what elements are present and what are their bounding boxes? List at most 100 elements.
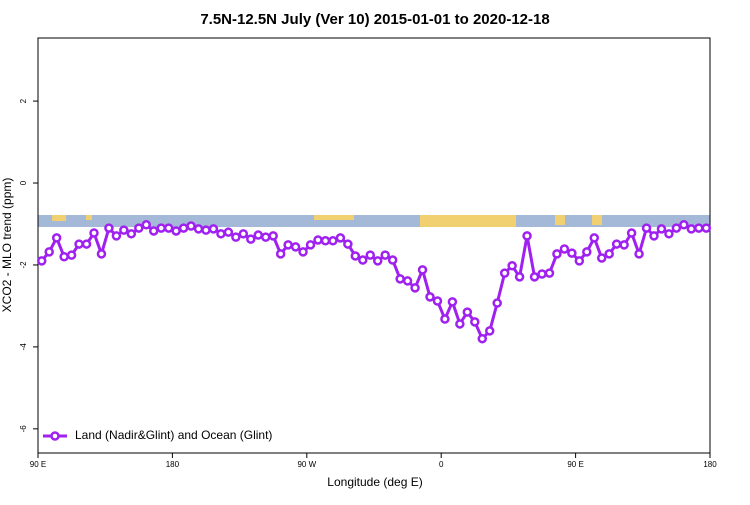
data-point xyxy=(246,234,256,244)
data-point xyxy=(626,228,637,238)
x-tick-label: 90 W xyxy=(297,460,316,469)
data-point xyxy=(44,247,54,257)
data-point xyxy=(216,229,226,239)
data-point xyxy=(686,224,697,234)
data-point xyxy=(664,229,674,239)
land-ocean-strip xyxy=(38,215,710,227)
data-point xyxy=(231,232,241,242)
x-axis-label: Longitude (deg E) xyxy=(327,475,422,489)
data-point xyxy=(455,319,465,329)
data-point xyxy=(552,249,562,259)
data-point xyxy=(365,250,376,260)
data-point xyxy=(163,223,174,233)
data-point xyxy=(537,269,547,279)
data-point xyxy=(358,255,368,265)
data-point xyxy=(283,240,293,250)
data-point xyxy=(492,298,502,308)
data-point xyxy=(477,333,488,344)
data-point xyxy=(305,240,316,250)
data-point xyxy=(126,229,137,239)
data-point xyxy=(596,253,607,263)
data-point xyxy=(440,314,450,324)
data-point xyxy=(544,268,555,278)
y-tick-label: -6 xyxy=(19,425,28,433)
data-point xyxy=(425,292,435,302)
data-point xyxy=(148,226,159,236)
data-point xyxy=(522,231,532,241)
data-point xyxy=(529,272,540,282)
data-point xyxy=(671,223,682,233)
x-tick-label: 0 xyxy=(439,460,444,469)
chart-title: 7.5N-12.5N July (Ver 10) 2015-01-01 to 2… xyxy=(200,11,549,28)
data-point xyxy=(462,307,473,317)
data-point xyxy=(320,236,331,246)
data-point xyxy=(178,223,189,233)
legend-label: Land (Nadir&Glint) and Ocean (Glint) xyxy=(75,428,272,442)
data-point xyxy=(89,228,99,238)
data-point xyxy=(81,239,92,249)
data-point xyxy=(208,224,219,234)
data-point xyxy=(701,223,712,233)
data-point xyxy=(634,249,644,259)
data-point xyxy=(380,250,390,260)
data-point xyxy=(51,233,62,243)
data-point xyxy=(611,239,622,249)
data-point xyxy=(59,252,69,262)
data-point xyxy=(514,272,525,282)
data-point xyxy=(119,225,129,235)
data-point xyxy=(402,276,413,286)
data-point xyxy=(238,229,249,239)
x-tick-label: 90 E xyxy=(30,460,46,469)
data-point xyxy=(447,297,458,307)
data-point xyxy=(253,230,264,240)
data-point xyxy=(141,220,152,230)
data-point xyxy=(417,265,428,275)
data-point xyxy=(641,223,652,233)
data-point xyxy=(372,256,383,266)
y-tick-label: 2 xyxy=(19,98,28,103)
y-tick-label: 0 xyxy=(19,180,28,185)
y-tick-label: -4 xyxy=(19,343,28,351)
data-point xyxy=(507,261,517,271)
data-point xyxy=(499,268,510,278)
data-point xyxy=(134,223,144,233)
data-point xyxy=(619,240,629,250)
data-point xyxy=(343,239,353,249)
data-point xyxy=(260,232,271,242)
data-point xyxy=(104,223,114,233)
data-point xyxy=(410,283,420,293)
data-point xyxy=(290,242,301,252)
data-point xyxy=(156,223,166,233)
data-point xyxy=(313,235,323,245)
data-point xyxy=(74,239,84,249)
data-point xyxy=(656,224,667,234)
y-axis-label: XCO2 - MLO trend (ppm) xyxy=(0,178,14,313)
data-point xyxy=(649,231,659,241)
data-point xyxy=(484,326,495,336)
data-point xyxy=(589,233,600,243)
data-point xyxy=(604,249,614,259)
data-point xyxy=(223,227,234,237)
data-point xyxy=(582,247,592,257)
data-point xyxy=(694,223,704,233)
data-point xyxy=(432,296,443,306)
series-line xyxy=(40,223,707,342)
data-point xyxy=(193,224,204,234)
data-point xyxy=(567,248,577,258)
data-point xyxy=(96,249,107,259)
data-point xyxy=(574,256,585,266)
data-point xyxy=(298,247,308,257)
data-point xyxy=(201,225,211,235)
data-point xyxy=(335,233,346,243)
data-point xyxy=(679,220,689,230)
data-point xyxy=(66,250,77,260)
y-tick-label: -2 xyxy=(19,261,28,269)
x-tick-label: 90 E xyxy=(567,460,583,469)
x-tick-label: 180 xyxy=(166,460,180,469)
data-point xyxy=(186,221,196,231)
plot-frame xyxy=(37,37,711,454)
data-point xyxy=(470,317,480,327)
data-point xyxy=(559,244,570,254)
data-point xyxy=(387,255,398,265)
